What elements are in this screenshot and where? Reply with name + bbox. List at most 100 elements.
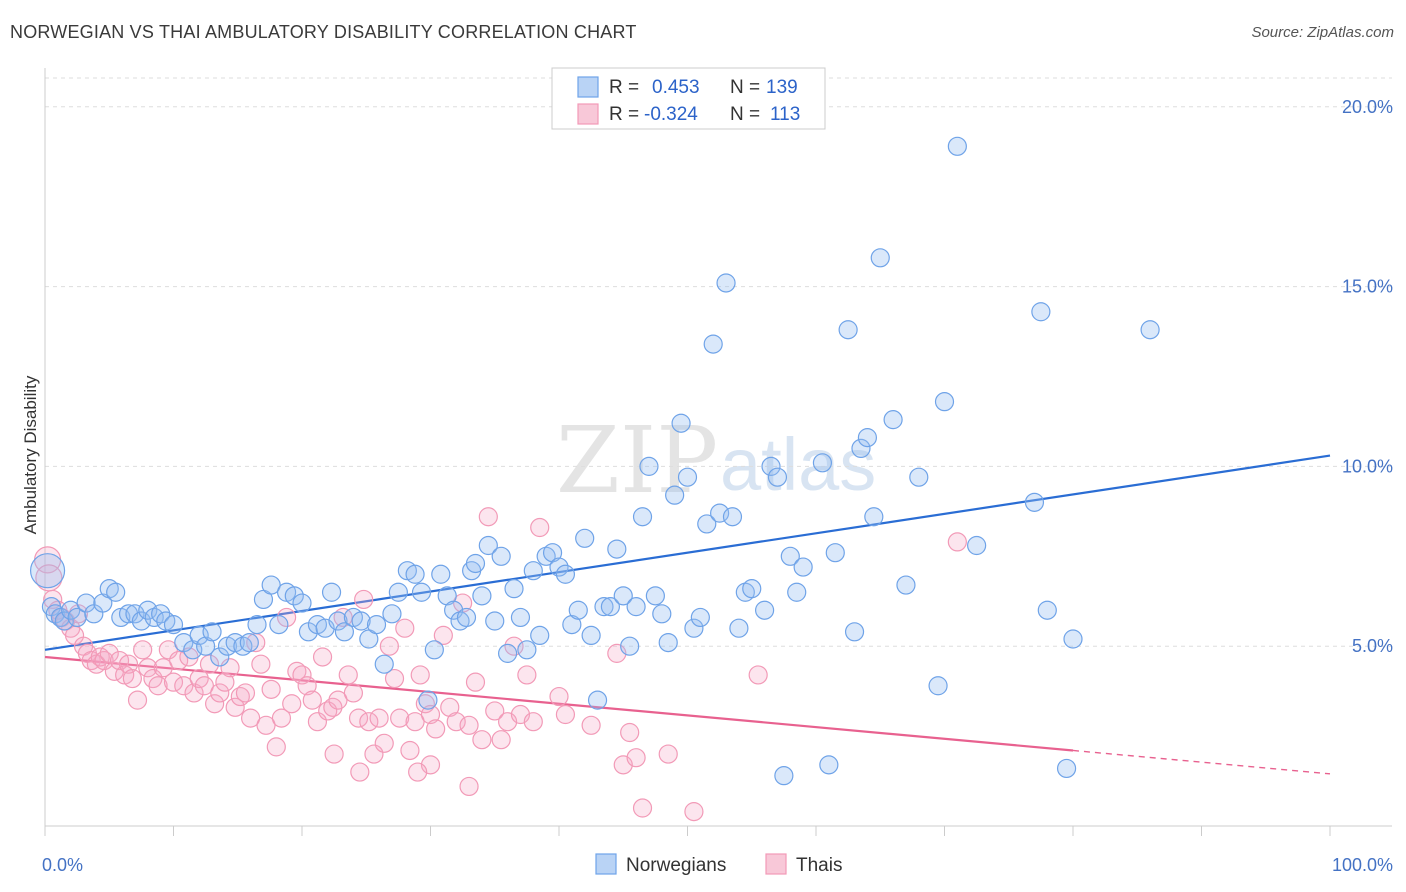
- thais-point: [415, 694, 435, 714]
- x-tick-labels: 0.0% 100.0%: [42, 855, 1393, 875]
- norwegians-point: [780, 546, 800, 566]
- norwegians-point: [825, 543, 845, 563]
- thais-point: [426, 719, 446, 739]
- y-tick-label: 15.0%: [1342, 277, 1393, 297]
- norwegians-point: [382, 604, 402, 624]
- norwegians-point: [883, 410, 903, 430]
- thais-point: [748, 665, 768, 685]
- thais-trend-extension: [1072, 749, 1331, 775]
- norwegians-point: [196, 636, 216, 656]
- thais-point: [99, 643, 119, 663]
- thais-point: [478, 507, 498, 527]
- thais-point: [297, 676, 317, 696]
- thais-point: [530, 517, 550, 538]
- thais-point: [549, 686, 569, 707]
- thais-point: [266, 737, 286, 757]
- norwegians-point: [247, 615, 267, 635]
- thais-point: [390, 708, 410, 728]
- thais-point: [395, 618, 415, 638]
- norwegians-point: [29, 553, 66, 589]
- thais-point: [215, 672, 235, 692]
- norwegians-point: [665, 485, 685, 505]
- thais-point: [235, 683, 256, 703]
- thais-point: [632, 798, 653, 818]
- norwegians-point: [284, 586, 304, 606]
- y-tick-labels: 5.0% 10.0% 15.0% 20.0%: [1342, 97, 1393, 656]
- norwegians-point: [465, 553, 486, 574]
- thais-point: [555, 704, 576, 725]
- y-tick-label: 20.0%: [1342, 97, 1393, 117]
- correlation-legend: R = 0.453 N = 139 R = -0.324 N = 113: [551, 67, 826, 130]
- thais-point: [581, 715, 601, 735]
- watermark-zip: ZIP: [556, 407, 718, 514]
- norwegians-trend-line: [44, 454, 1331, 651]
- norwegians-point: [61, 600, 81, 620]
- thais-point: [163, 672, 184, 692]
- series-legend: Norwegians Thais: [595, 853, 842, 876]
- norwegians-point: [703, 334, 723, 354]
- thais-point: [350, 762, 370, 782]
- norwegians-point: [844, 622, 865, 642]
- thais-point: [472, 730, 492, 750]
- norwegians-point: [639, 456, 659, 476]
- norwegians-point: [418, 690, 438, 710]
- norwegians-point: [838, 320, 858, 340]
- norwegians-point: [405, 564, 425, 584]
- thais-point: [333, 607, 353, 628]
- legend-r-value-2: -0.324: [644, 104, 698, 125]
- thais-point: [523, 712, 543, 732]
- norwegians-point: [568, 600, 588, 620]
- thais-point: [947, 532, 967, 552]
- bottom-legend-swatch-norwegians: [595, 853, 617, 875]
- norwegians-point: [793, 557, 813, 577]
- norwegians-point: [523, 561, 543, 581]
- norwegians-point: [450, 611, 470, 631]
- bottom-legend-label-norwegians: Norwegians: [626, 855, 726, 876]
- norwegians-point: [517, 640, 537, 660]
- bottom-legend-swatch-thais: [765, 853, 787, 875]
- thais-point: [658, 744, 678, 764]
- legend-n-value-1: 139: [766, 77, 798, 98]
- norwegians-point: [819, 755, 839, 775]
- thais-point: [153, 658, 173, 678]
- norwegians-point: [437, 586, 457, 606]
- thais-point: [684, 802, 704, 822]
- norwegians-point: [555, 564, 576, 584]
- source-label: Source: ZipAtlas.com: [1251, 24, 1394, 41]
- norwegians-point: [754, 600, 775, 620]
- norwegians-point: [485, 611, 505, 631]
- norwegians-point: [366, 615, 387, 635]
- thais-point: [446, 712, 466, 732]
- norwegians-point: [1024, 492, 1045, 512]
- norwegians-point: [144, 607, 164, 628]
- norwegians-point: [909, 467, 929, 487]
- legend-r-value-1: 0.453: [652, 77, 700, 98]
- norwegians-point: [93, 593, 113, 613]
- thais-point: [205, 694, 225, 714]
- thais-point: [459, 776, 479, 797]
- norwegians-point: [163, 615, 184, 635]
- y-tick-label: 10.0%: [1342, 456, 1393, 476]
- thais-point: [230, 686, 250, 707]
- thais-point: [410, 665, 430, 685]
- thais-point: [626, 748, 646, 768]
- norwegians-point: [934, 392, 955, 412]
- norwegians-point: [536, 546, 556, 566]
- norwegians-point: [716, 273, 736, 293]
- thais-point: [148, 676, 168, 696]
- thais-point: [338, 665, 358, 685]
- norwegians-point: [607, 539, 627, 559]
- thais-point: [369, 708, 389, 728]
- legend-r-label-1: R =: [609, 77, 639, 98]
- norwegians-point: [594, 597, 614, 617]
- norwegians-point: [328, 611, 348, 631]
- norwegians-point: [742, 579, 762, 599]
- thais-point: [400, 740, 420, 761]
- thais-point: [379, 636, 399, 656]
- norwegians-point: [761, 456, 781, 476]
- norwegians-point: [54, 611, 74, 631]
- data-points: [29, 136, 1160, 822]
- norwegians-point: [374, 654, 394, 674]
- norwegians-point: [870, 248, 890, 268]
- thais-point: [465, 672, 486, 692]
